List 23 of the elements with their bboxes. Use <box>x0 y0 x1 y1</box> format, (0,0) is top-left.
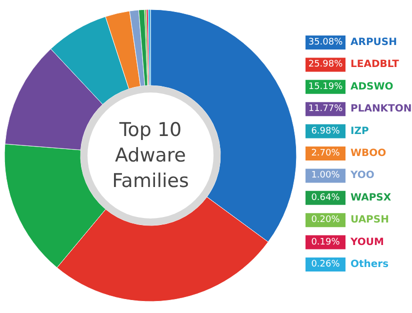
legend-label: YOUM <box>350 236 384 248</box>
data-label: 15.19% <box>308 82 344 92</box>
data-label: 6.98% <box>311 126 340 136</box>
data-label: 0.20% <box>311 215 340 226</box>
legend-label: YOO <box>350 170 374 182</box>
data-label: 0.64% <box>311 192 340 203</box>
legend-label: WAPSX <box>350 192 392 204</box>
data-label: 25.98% <box>308 60 344 70</box>
legend-label: WBOO <box>350 148 386 159</box>
data-label: 11.77% <box>308 104 344 114</box>
data-label: 1.00% <box>311 170 340 181</box>
text: Top 10 Adware Families <box>112 119 189 192</box>
legend-label: ARPUSH <box>350 37 397 48</box>
legend-label: ADSWO <box>350 81 394 92</box>
data-label: 0.19% <box>311 237 340 248</box>
data-label: 0.26% <box>311 260 340 270</box>
legend-label: Others <box>350 259 389 270</box>
legend-label: IZP <box>350 126 369 137</box>
legend-label: LEADBLT <box>350 59 400 70</box>
legend-label: PLANKTON <box>350 104 412 115</box>
data-label: 35.08% <box>308 38 344 48</box>
data-label: 2.70% <box>311 148 340 158</box>
legend-label: UAPSH <box>350 214 389 226</box>
